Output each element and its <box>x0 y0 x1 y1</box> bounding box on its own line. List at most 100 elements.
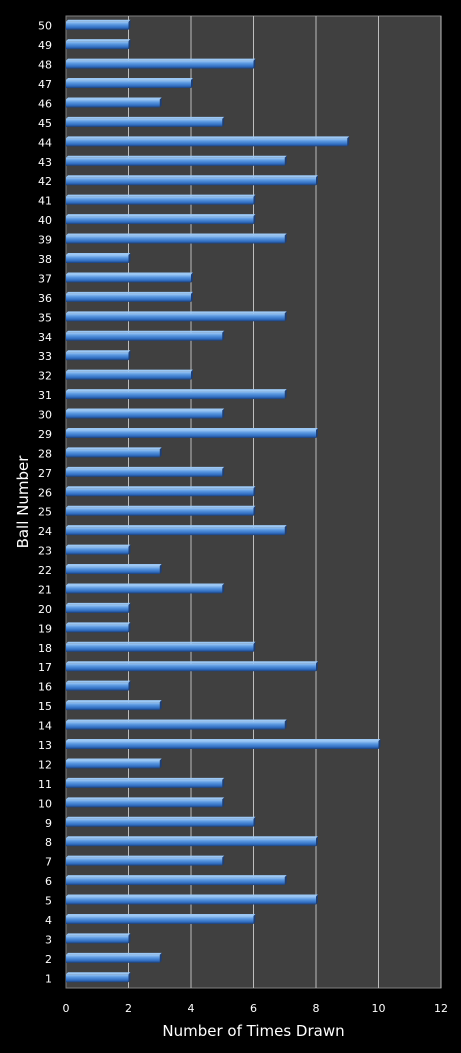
bar-front-face <box>66 721 285 730</box>
x-axis-title: Number of Times Drawn <box>162 1022 344 1040</box>
bar-ball-30 <box>66 408 225 419</box>
bar-front-face <box>66 915 254 924</box>
bar-top-face <box>66 427 318 430</box>
bar-front-face <box>66 255 129 263</box>
bar-ball-35 <box>66 311 287 322</box>
y-tick-label: 12 <box>38 758 52 771</box>
bar-end-face <box>222 408 225 419</box>
bar-front-face <box>66 779 223 788</box>
y-tick-label: 3 <box>45 933 52 946</box>
bar-front-face <box>66 935 129 944</box>
bar-end-face <box>316 175 318 186</box>
bar-top-face <box>66 622 131 625</box>
bar-ball-18 <box>66 641 256 652</box>
bar-ball-1 <box>66 972 131 983</box>
bar-top-face <box>66 700 162 703</box>
bar-ball-7 <box>66 855 225 866</box>
y-tick-label: 33 <box>38 350 52 363</box>
bar-front-face <box>66 352 129 361</box>
bar-top-face <box>66 39 131 42</box>
y-tick-label: 24 <box>38 525 52 538</box>
bar-top-face <box>66 466 225 469</box>
bar-front-face <box>66 857 223 866</box>
bar-ball-24 <box>66 525 287 536</box>
bar-top-face <box>66 661 318 664</box>
y-tick-label: 25 <box>38 506 52 519</box>
bar-ball-28 <box>66 447 162 458</box>
bar-top-face <box>66 933 131 936</box>
bar-end-face <box>128 39 131 50</box>
bar-front-face <box>66 507 254 516</box>
bar-end-face <box>253 505 256 516</box>
bar-top-face <box>66 486 256 489</box>
bar-top-face <box>66 136 350 139</box>
bar-end-face <box>191 78 193 89</box>
bar-front-face <box>66 371 191 380</box>
bar-ball-26 <box>66 486 256 497</box>
bar-ball-46 <box>66 97 162 108</box>
y-tick-label: 28 <box>38 447 52 460</box>
bar-front-face <box>66 99 160 108</box>
bar-front-face <box>66 818 254 827</box>
bar-end-face <box>128 933 131 944</box>
bar-top-face <box>66 836 318 839</box>
x-tick-label: 8 <box>313 1002 320 1015</box>
bar-ball-48 <box>66 58 256 69</box>
bar-end-face <box>159 564 162 575</box>
bar-top-face <box>66 777 225 780</box>
bar-end-face <box>222 330 225 341</box>
bar-front-face <box>66 216 254 225</box>
y-tick-label: 10 <box>38 797 52 810</box>
bar-end-face <box>159 952 162 963</box>
y-tick-label: 4 <box>45 914 52 927</box>
bar-ball-14 <box>66 719 287 730</box>
y-tick-label: 50 <box>38 20 52 33</box>
bar-top-face <box>66 525 287 528</box>
bar-front-face <box>66 877 285 886</box>
bar-end-face <box>222 797 225 808</box>
bar-ball-3 <box>66 933 131 944</box>
bar-top-face <box>66 58 256 61</box>
bar-ball-34 <box>66 330 225 341</box>
bar-ball-25 <box>66 505 256 516</box>
bar-front-face <box>66 663 316 672</box>
y-tick-label: 5 <box>45 895 52 908</box>
bar-ball-29 <box>66 427 318 438</box>
bar-front-face <box>66 235 285 244</box>
bar-end-face <box>284 389 287 400</box>
bar-end-face <box>284 719 287 730</box>
bar-end-face <box>222 466 225 477</box>
y-tick-labels: 1234567891011121314151617181920212223242… <box>38 20 52 986</box>
x-tick-label: 6 <box>250 1002 257 1015</box>
bar-front-face <box>66 799 223 808</box>
bar-front-face <box>66 410 223 419</box>
y-tick-label: 32 <box>38 370 52 383</box>
bar-ball-19 <box>66 622 131 633</box>
y-tick-label: 49 <box>38 39 52 52</box>
y-tick-label: 15 <box>38 700 52 713</box>
bar-front-face <box>66 138 348 147</box>
y-tick-label: 39 <box>38 234 52 247</box>
bar-end-face <box>128 350 131 361</box>
y-tick-label: 38 <box>38 253 52 266</box>
bar-front-face <box>66 624 129 633</box>
bar-end-face <box>316 894 318 905</box>
bar-front-face <box>66 332 223 341</box>
bar-top-face <box>66 272 193 275</box>
y-axis-title: Ball Number <box>14 455 32 549</box>
y-tick-label: 13 <box>38 739 52 752</box>
bar-end-face <box>128 972 131 983</box>
bar-ball-45 <box>66 116 225 127</box>
bar-ball-10 <box>66 797 225 808</box>
bar-front-face <box>66 527 285 536</box>
bar-end-face <box>222 583 225 594</box>
y-tick-label: 29 <box>38 428 52 441</box>
y-tick-label: 27 <box>38 467 52 480</box>
bar-front-face <box>66 157 285 166</box>
bar-end-face <box>222 855 225 866</box>
y-tick-label: 14 <box>38 720 52 733</box>
bar-end-face <box>253 486 256 497</box>
bar-end-face <box>253 641 256 652</box>
bar-top-face <box>66 97 162 100</box>
bar-end-face <box>128 253 131 263</box>
